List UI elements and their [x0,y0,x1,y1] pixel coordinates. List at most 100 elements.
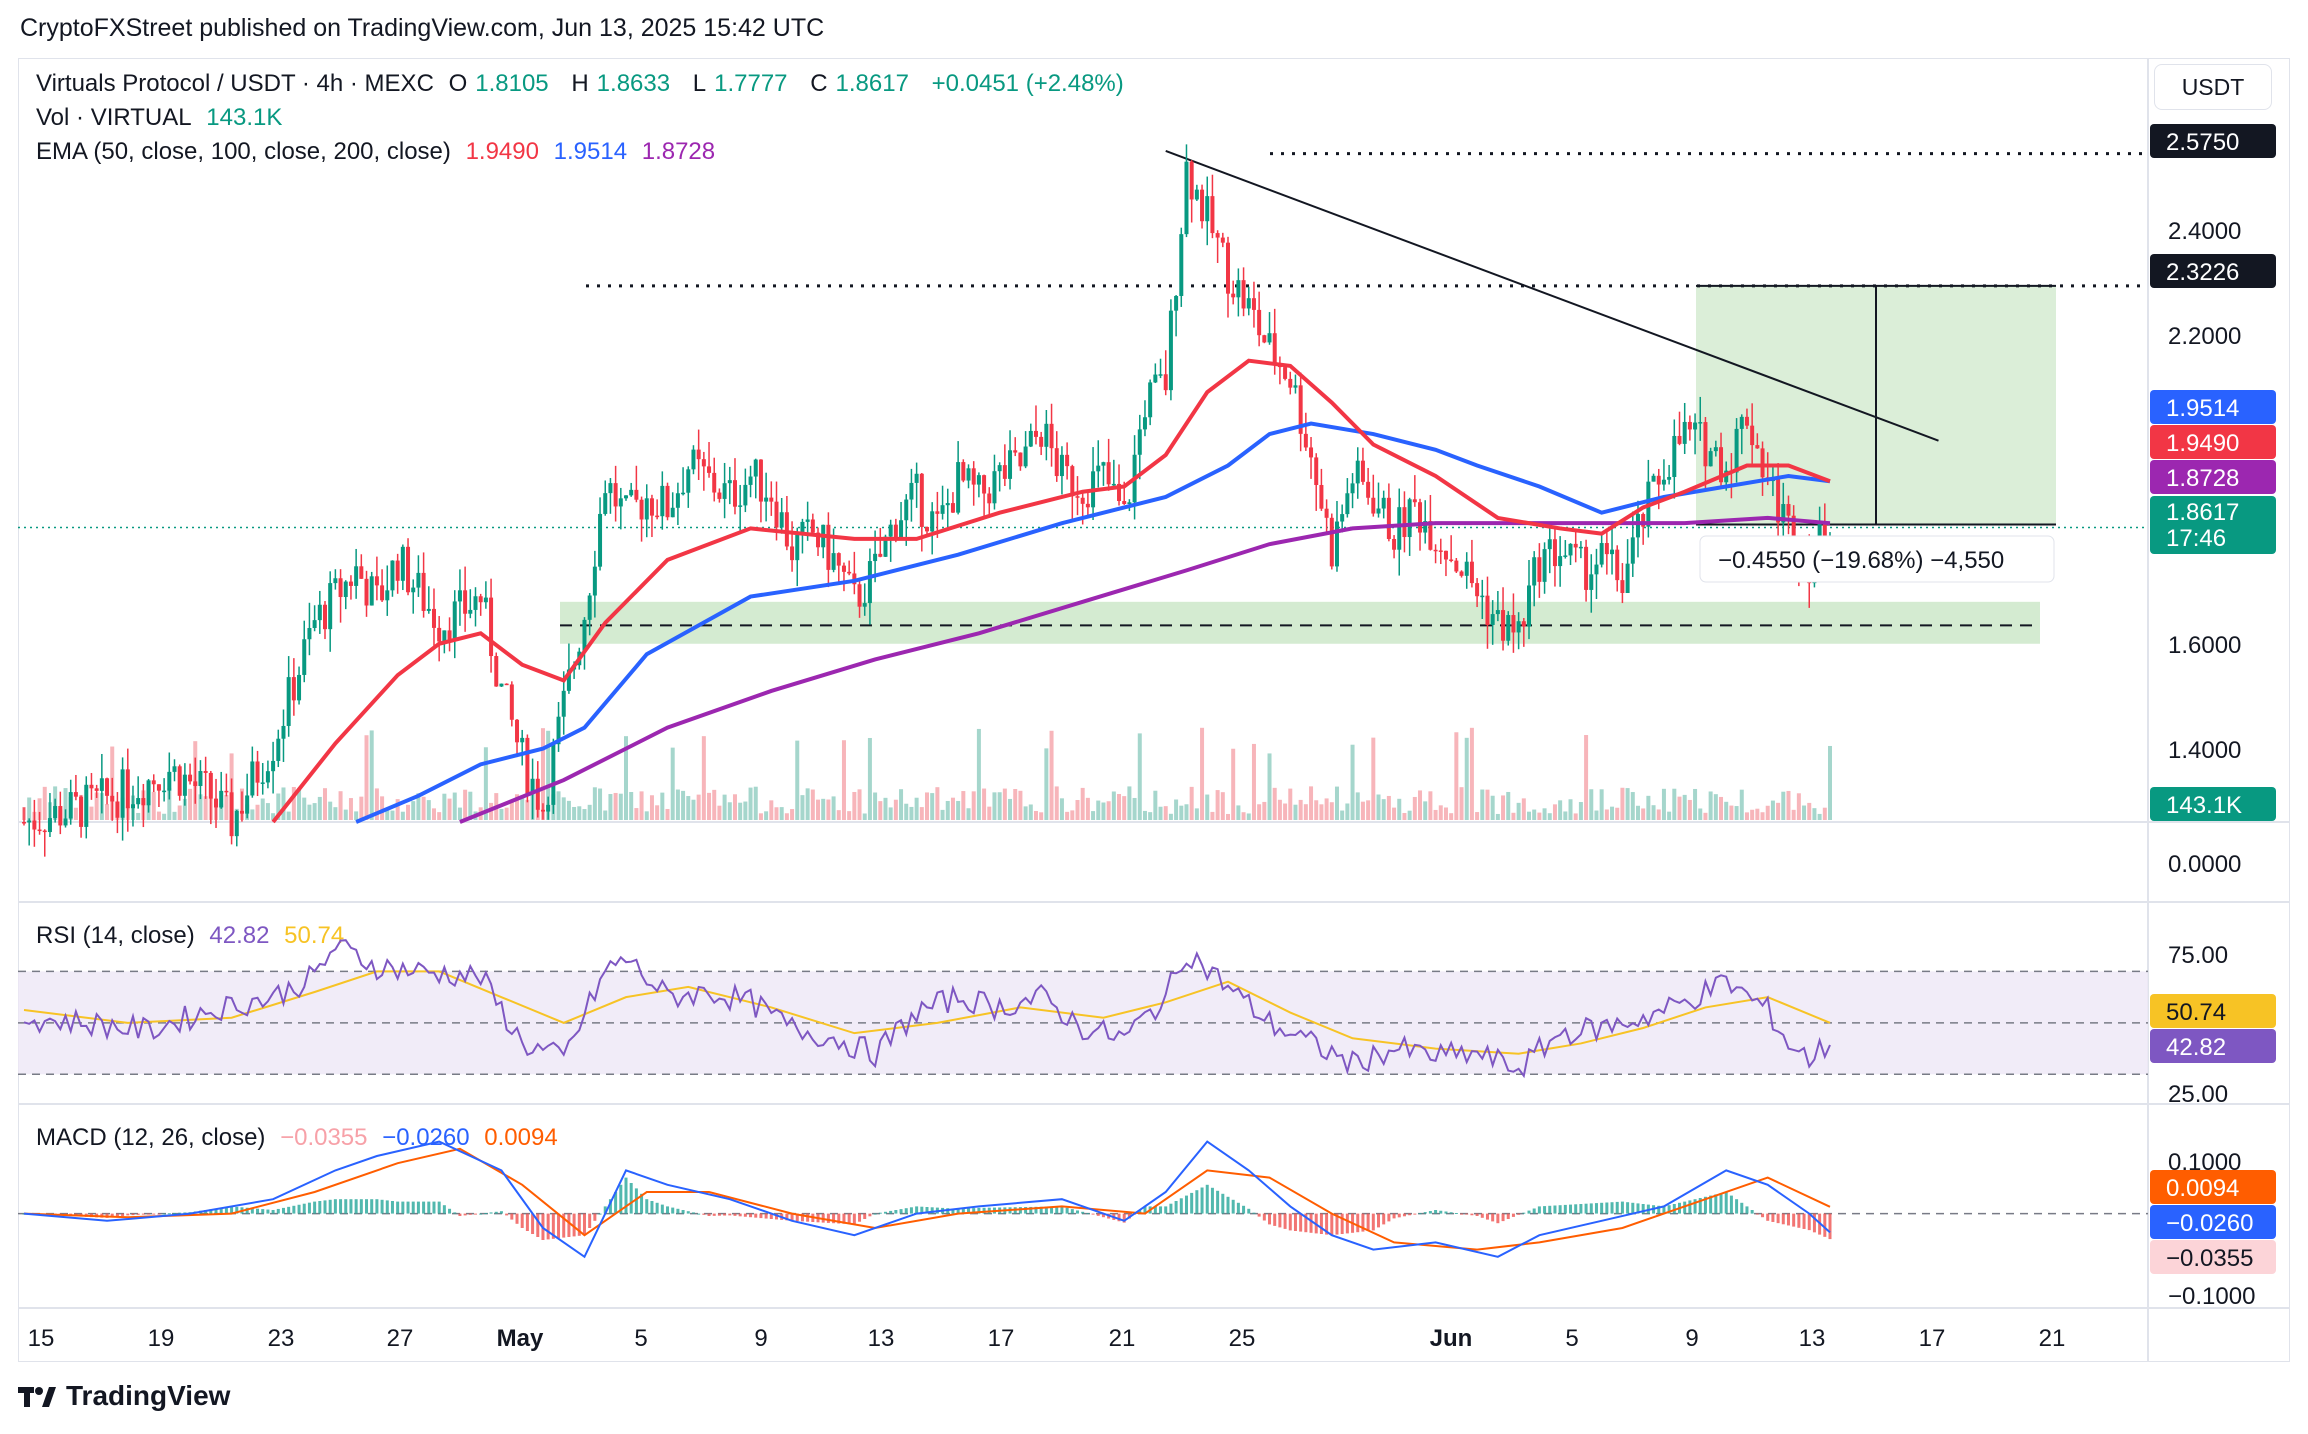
volume-bar [1023,806,1028,820]
rsi-label[interactable]: RSI (14, close) [36,922,195,949]
volume-bar [1755,808,1760,820]
volume-bar [1002,788,1007,820]
macd-histogram-bar [489,1212,493,1214]
candle-body [1023,446,1028,467]
candle-body [919,473,924,527]
macd-histogram-bar [1667,1205,1671,1214]
symbol-name[interactable]: Virtuals Protocol / USDT · 4h · MEXC [36,70,434,97]
volume-bar [219,803,224,820]
volume-bar [956,800,961,820]
volume-bar [624,736,628,820]
candle-body [1241,280,1246,309]
macd-histogram-bar [1169,1203,1173,1214]
candle-body [1739,416,1744,429]
candle-body [1620,580,1625,594]
ema-label[interactable]: EMA (50, close, 100, close, 200, close) [36,138,451,165]
rsi-tick: 25.00 [2168,1081,2228,1108]
volume-bar [1194,808,1199,820]
candle-body [624,495,628,499]
macd-histogram-bar [1444,1211,1448,1214]
candle-body [1397,507,1402,550]
volume-bar [1127,786,1132,820]
price-tick: 2.4000 [2168,218,2241,245]
volume-bar [831,796,836,820]
candle-body [1293,385,1298,388]
volume-bar [966,808,971,820]
macd-histogram-bar [110,1213,114,1218]
candle-body [156,784,161,791]
volume-bar [1781,791,1786,820]
candle-body [245,795,250,814]
candle-body [1101,462,1106,466]
macd-histogram-bar [1096,1213,1100,1216]
volume-bar [1693,788,1698,820]
tag-macd-text: −0.0260 [2166,1210,2253,1237]
macd-histogram-bar [1740,1202,1744,1214]
macd-histogram-bar [1755,1213,1759,1215]
candle-body [395,560,400,581]
macd-label[interactable]: MACD (12, 26, close) [36,1124,266,1151]
volume-bar [1293,804,1298,820]
volume-bar [1423,801,1428,820]
volume-bar [1672,788,1677,820]
volume-bar [935,787,940,820]
candle-body [1033,430,1038,437]
volume-bar [1428,791,1433,820]
macd-histogram-bar [276,1208,280,1214]
candle-body [873,553,878,562]
volume-bar [1796,793,1801,820]
macd-histogram-bar [1273,1213,1277,1226]
macd-histogram-bar [1475,1213,1479,1216]
macd-histogram-bar [562,1213,566,1238]
volume-bar [1303,804,1308,820]
candle-body [956,462,961,513]
volume-label[interactable]: Vol · VIRTUAL [36,104,192,131]
candle-body [1475,583,1480,597]
macd-histogram-bar [629,1183,633,1214]
macd-histogram-bar [520,1213,524,1228]
volume-bar [442,793,447,820]
volume-bar [1542,808,1547,820]
volume-bar [1501,795,1506,820]
macd-histogram-bar [147,1213,151,1215]
tradingview-logo[interactable]: TradingView [18,1380,230,1412]
macd-histogram-bar [1574,1204,1578,1214]
volume-bar [681,790,686,820]
macd-histogram-bar [1766,1213,1770,1221]
volume-bar [1604,809,1609,820]
candle-body [1641,514,1646,527]
candle-body [1262,335,1267,343]
measure-label: −0.4550 (−19.68%) −4,550 [1699,535,2055,583]
macd-histogram-bar [1724,1192,1728,1214]
volume-bar [1168,813,1173,820]
volume-bar [323,788,327,820]
currency-selector[interactable]: USDT [2154,64,2272,110]
candle-body [1350,483,1355,494]
volume-bar [1106,801,1111,820]
candle-body [1418,502,1423,533]
candle-body [940,505,945,514]
macd-histogram-bar [655,1202,659,1214]
macd-histogram-bar [121,1213,125,1217]
macd-histogram-bar [1288,1213,1292,1231]
candle-body [1786,504,1791,516]
candle-body [1080,497,1085,504]
candle-body [914,473,919,483]
candle-body [712,472,717,493]
macd-histogram-bar [1620,1201,1624,1214]
macd-histogram-bar [1408,1213,1412,1216]
macd-histogram-bar [359,1199,363,1214]
candle-body [1573,543,1578,548]
volume-bar [572,806,577,820]
candle-body [1340,514,1345,522]
macd-histogram-bar [1101,1213,1105,1218]
volume-bar [1049,730,1054,820]
macd-histogram-bar [909,1207,913,1214]
volume-bar [426,800,431,820]
macd-histogram-bar [681,1210,685,1214]
volume-bar [779,807,784,820]
volume-bar [1091,811,1096,820]
macd-histogram-bar [1050,1206,1054,1214]
candle-body [1059,454,1064,477]
